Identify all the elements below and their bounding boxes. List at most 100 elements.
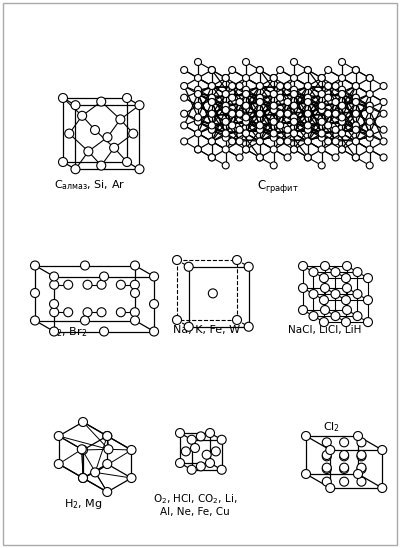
- Circle shape: [304, 154, 311, 161]
- Circle shape: [318, 75, 325, 82]
- Circle shape: [352, 154, 359, 161]
- Circle shape: [290, 130, 298, 137]
- Circle shape: [242, 59, 250, 66]
- Circle shape: [322, 463, 331, 472]
- Circle shape: [270, 75, 277, 82]
- Circle shape: [208, 94, 215, 101]
- FancyBboxPatch shape: [3, 3, 397, 545]
- Circle shape: [97, 280, 106, 289]
- Circle shape: [222, 118, 229, 125]
- Circle shape: [357, 477, 366, 486]
- Circle shape: [338, 146, 346, 153]
- Circle shape: [181, 110, 188, 117]
- Circle shape: [304, 122, 311, 129]
- Circle shape: [352, 110, 359, 117]
- Circle shape: [304, 83, 311, 89]
- Circle shape: [71, 165, 80, 174]
- Circle shape: [116, 280, 125, 289]
- Circle shape: [129, 129, 138, 138]
- Circle shape: [342, 318, 350, 327]
- Circle shape: [325, 83, 332, 89]
- Circle shape: [256, 126, 263, 133]
- Circle shape: [256, 126, 263, 133]
- Circle shape: [342, 261, 352, 271]
- Circle shape: [103, 431, 112, 441]
- Circle shape: [256, 94, 263, 101]
- Circle shape: [320, 261, 330, 271]
- Circle shape: [97, 161, 106, 170]
- Circle shape: [270, 130, 277, 137]
- Circle shape: [357, 438, 366, 447]
- Circle shape: [208, 83, 215, 89]
- Circle shape: [309, 267, 318, 277]
- Circle shape: [353, 267, 362, 277]
- Circle shape: [217, 465, 226, 474]
- Circle shape: [325, 138, 332, 145]
- Circle shape: [284, 126, 291, 133]
- Circle shape: [30, 261, 40, 270]
- Circle shape: [290, 75, 298, 82]
- Circle shape: [122, 94, 132, 102]
- Circle shape: [242, 130, 250, 137]
- Circle shape: [322, 452, 331, 461]
- Circle shape: [304, 110, 311, 117]
- Circle shape: [342, 295, 350, 305]
- Circle shape: [90, 125, 100, 134]
- Circle shape: [236, 110, 243, 117]
- Circle shape: [222, 102, 229, 109]
- Circle shape: [256, 66, 263, 73]
- Circle shape: [277, 94, 284, 101]
- Circle shape: [270, 75, 277, 82]
- Circle shape: [366, 134, 373, 141]
- Circle shape: [366, 102, 373, 109]
- Circle shape: [357, 452, 366, 461]
- Circle shape: [103, 460, 112, 469]
- Circle shape: [194, 146, 202, 153]
- Circle shape: [194, 75, 202, 82]
- Circle shape: [380, 83, 387, 89]
- Circle shape: [181, 83, 188, 89]
- Circle shape: [256, 110, 263, 117]
- Circle shape: [242, 146, 250, 153]
- Circle shape: [100, 327, 108, 336]
- Circle shape: [284, 154, 291, 161]
- Circle shape: [352, 126, 359, 133]
- Circle shape: [208, 66, 215, 73]
- Circle shape: [64, 280, 73, 289]
- Circle shape: [242, 118, 250, 125]
- Circle shape: [352, 122, 359, 129]
- Circle shape: [256, 154, 263, 161]
- Circle shape: [232, 255, 242, 265]
- Circle shape: [236, 83, 243, 89]
- Circle shape: [326, 483, 335, 493]
- Circle shape: [340, 452, 349, 461]
- Circle shape: [130, 316, 140, 325]
- Circle shape: [270, 134, 277, 141]
- Circle shape: [127, 473, 136, 482]
- Circle shape: [342, 273, 350, 283]
- Circle shape: [304, 122, 311, 129]
- Circle shape: [229, 66, 236, 73]
- Circle shape: [304, 66, 311, 73]
- Circle shape: [130, 280, 139, 289]
- Circle shape: [184, 322, 193, 331]
- Circle shape: [256, 122, 263, 129]
- Circle shape: [50, 327, 58, 336]
- Circle shape: [340, 438, 349, 447]
- Circle shape: [122, 157, 132, 167]
- Circle shape: [222, 90, 229, 98]
- Circle shape: [352, 138, 359, 145]
- Circle shape: [357, 450, 366, 460]
- Circle shape: [206, 459, 214, 467]
- Circle shape: [338, 75, 346, 82]
- Circle shape: [353, 289, 362, 299]
- Circle shape: [332, 154, 339, 161]
- Circle shape: [304, 126, 311, 133]
- Circle shape: [194, 86, 202, 93]
- Circle shape: [320, 273, 328, 283]
- Circle shape: [208, 110, 215, 117]
- Circle shape: [176, 429, 184, 437]
- Text: NaCl, LiCl, LiH: NaCl, LiCl, LiH: [288, 325, 362, 335]
- Circle shape: [331, 312, 340, 321]
- Circle shape: [229, 110, 236, 117]
